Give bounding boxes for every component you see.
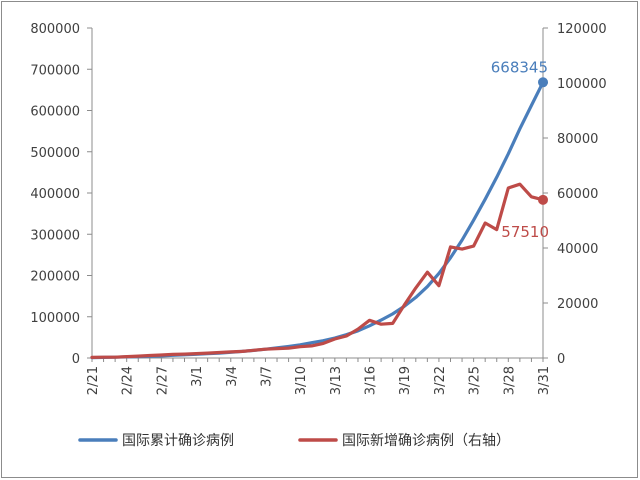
series-line-daily-new (90, 182, 545, 359)
x-axis-tick-label: 2/24 (121, 366, 136, 395)
x-axis-tick-label: 3/16 (364, 366, 379, 395)
x-axis-tick-label: 2/27 (155, 366, 170, 395)
x-axis-tick-label: 2/21 (86, 366, 101, 395)
x-axis-tick-label: 3/28 (502, 366, 517, 395)
left-axis-tick-label: 0 (72, 352, 80, 367)
left-axis-tick-label: 500000 (30, 146, 80, 161)
x-axis-tick-label: 3/7 (259, 366, 274, 387)
right-axis-tick-label: 120000 (557, 22, 607, 37)
cumulative-end-marker (538, 77, 548, 88)
x-axis-tick-label: 3/13 (329, 366, 344, 395)
x-axis-tick-label: 3/10 (294, 366, 309, 395)
x-axis-tick-label: 3/31 (537, 366, 552, 395)
x-axis-tick-label: 3/4 (225, 366, 240, 387)
daily-new-end-data-label: 57510 (501, 223, 549, 241)
series-line-cumulative (90, 80, 545, 360)
left-axis-tick-label: 200000 (30, 270, 80, 285)
right-axis-tick-label: 80000 (557, 132, 598, 147)
left-axis-tick-label: 800000 (30, 22, 80, 37)
daily-new-end-marker (538, 194, 548, 205)
cumulative-end-data-label: 668345 (491, 58, 548, 76)
left-axis-tick-label: 300000 (30, 228, 80, 243)
left-axis-tick-label: 700000 (30, 63, 80, 78)
right-axis-tick-label: 0 (557, 352, 565, 367)
right-axis-tick-label: 40000 (557, 242, 598, 257)
x-axis-tick-label: 3/25 (468, 366, 483, 395)
x-axis-tick-label: 3/1 (190, 366, 205, 387)
right-axis-tick-label: 20000 (557, 297, 598, 312)
left-axis-tick-label: 600000 (30, 105, 80, 120)
legend-label-daily-new: 国际新增确诊病例（右轴） (342, 433, 510, 449)
x-axis-tick-label: 3/22 (433, 366, 448, 395)
right-axis-tick-label: 100000 (557, 77, 607, 92)
left-axis-tick-label: 400000 (30, 187, 80, 202)
left-axis-tick-label: 100000 (30, 311, 80, 326)
legend-label-cumulative: 国际累计确诊病例 (122, 433, 234, 449)
right-axis-tick-label: 60000 (557, 187, 598, 202)
x-axis-tick-label: 3/19 (398, 366, 413, 395)
